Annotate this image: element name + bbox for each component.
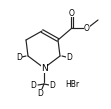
- Text: D: D: [37, 89, 43, 97]
- Text: D: D: [49, 81, 55, 89]
- Text: O: O: [84, 24, 90, 32]
- Text: N: N: [41, 64, 47, 72]
- Text: HBr: HBr: [65, 79, 79, 89]
- Text: O: O: [69, 9, 75, 18]
- Text: D: D: [30, 81, 36, 89]
- Text: D: D: [16, 53, 22, 61]
- Text: D: D: [66, 53, 72, 61]
